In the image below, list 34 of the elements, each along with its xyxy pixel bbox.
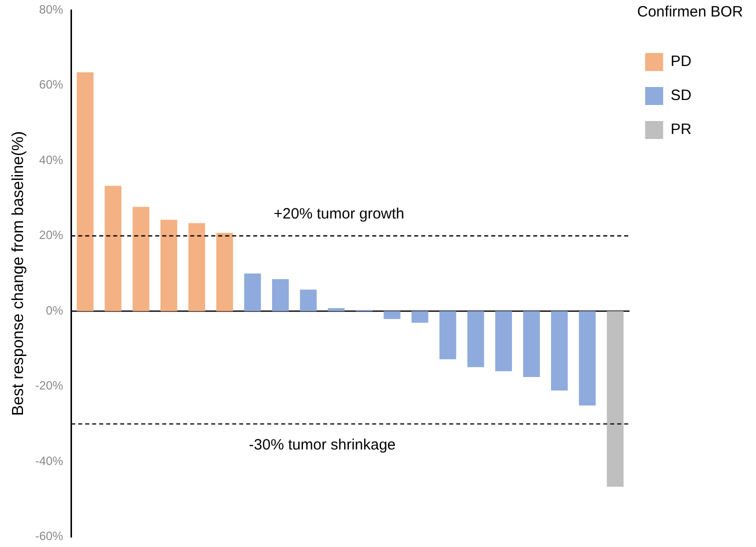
bar (188, 223, 206, 312)
bar (76, 72, 94, 312)
bar (606, 311, 624, 487)
y-tick-label: 80% (39, 2, 64, 17)
bar (132, 206, 150, 312)
y-tick-label: -40% (35, 454, 64, 468)
y-tick-label: -60% (35, 529, 64, 544)
bar (439, 311, 456, 360)
bar (467, 311, 484, 368)
bar (160, 220, 178, 312)
legend-label: PD (670, 53, 692, 70)
bar (244, 274, 261, 312)
legend-title: Confirmen BOR (637, 4, 744, 21)
y-tick-label: -20% (35, 378, 64, 393)
bar (495, 311, 512, 372)
y-tick-label: 0% (46, 303, 64, 318)
bar (384, 311, 400, 320)
ref-line-label: -30% tumor shrinkage (248, 436, 396, 454)
bar (216, 232, 234, 312)
bar (272, 279, 289, 312)
y-axis-title: Best response change from baseline(%) (10, 131, 28, 416)
bar (300, 290, 317, 312)
bar (551, 311, 568, 390)
legend-label: PR (670, 121, 692, 138)
bar (412, 311, 428, 323)
y-tick-label: 60% (39, 78, 64, 92)
bar (104, 186, 122, 312)
legend-label: SD (670, 87, 692, 104)
ref-line-label: +20% tumor growth (274, 206, 404, 223)
y-tick-label: 20% (39, 228, 64, 242)
bar (578, 311, 596, 406)
y-tick-label: 40% (39, 152, 64, 167)
bar (523, 311, 540, 377)
bar (328, 308, 345, 312)
